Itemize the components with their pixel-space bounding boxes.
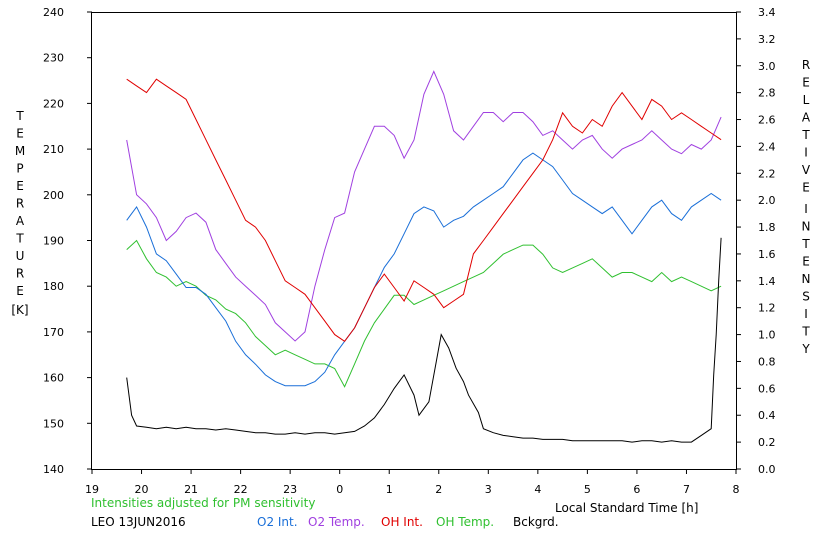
left-axis-title-letter: E: [16, 179, 24, 193]
right-tick-label: 1.0: [758, 329, 776, 342]
station-date: LEO 13JUN2016: [91, 515, 186, 529]
x-tick-label: 20: [135, 483, 149, 496]
right-tick-label: 3.0: [758, 60, 776, 73]
right-axis-title-letter: E: [802, 76, 810, 90]
series-line-o2-temp: [126, 70, 722, 342]
x-axis-title: Local Standard Time [h]: [555, 501, 698, 515]
x-tick-label: 23: [283, 483, 297, 496]
legend-item: O2 Temp.: [308, 515, 365, 529]
right-axis-title-letter: T: [801, 325, 810, 339]
right-axis-title-letter: N: [802, 220, 811, 234]
sensitivity-note: Intensities adjusted for PM sensitivity: [91, 496, 315, 510]
left-axis-title-letter: U: [16, 249, 25, 263]
left-tick-label: 180: [43, 280, 64, 293]
left-tick-label: 140: [43, 463, 64, 476]
left-axis-unit: [K]: [11, 303, 28, 317]
right-axis-title-letter: V: [802, 163, 811, 177]
legend-item: Bckgrd.: [513, 515, 559, 529]
x-tick-label: 3: [485, 483, 492, 496]
right-tick-label: 1.6: [758, 248, 776, 261]
right-tick-label: 3.4: [758, 6, 776, 19]
legend-item: OH Temp.: [436, 515, 494, 529]
left-axis: 140 150 160 170 180 190 200 210 220 230 240: [43, 6, 92, 476]
right-axis-title-letter: I: [804, 307, 808, 321]
x-tick-label: 1: [386, 483, 393, 496]
left-axis-title-letter: E: [16, 284, 24, 298]
left-tick-label: 220: [43, 97, 64, 110]
left-axis-title-letter: A: [16, 214, 25, 228]
left-tick-label: 200: [43, 189, 64, 202]
right-tick-label: 3.2: [758, 33, 776, 46]
left-tick-label: 240: [43, 6, 64, 19]
series-layer: [126, 70, 722, 443]
right-axis-title-letter: N: [802, 272, 811, 286]
left-tick-label: 210: [43, 143, 64, 156]
left-axis-title-letter: E: [16, 127, 24, 141]
left-axis-title-letter: M: [15, 144, 25, 158]
right-tick-label: 2.4: [758, 140, 776, 153]
right-tick-label: 1.2: [758, 302, 776, 315]
x-tick-label: 4: [534, 483, 541, 496]
left-axis-title-letter: T: [15, 109, 24, 123]
x-tick-label: 22: [234, 483, 248, 496]
left-tick-label: 150: [43, 417, 64, 430]
left-tick-label: 190: [43, 235, 64, 248]
legend-item: OH Int.: [381, 515, 423, 529]
x-axis: 19 20 21 22 23 0 1 2 3 4 5 6 7 8: [85, 469, 740, 496]
right-axis-title-letter: Y: [801, 342, 810, 356]
x-tick-label: 7: [683, 483, 690, 496]
x-tick-label: 0: [336, 483, 343, 496]
plot-frame: [91, 12, 737, 470]
x-tick-label: 5: [584, 483, 591, 496]
right-axis-title-letter: T: [801, 237, 810, 251]
right-axis-title-letter: I: [804, 146, 808, 160]
right-tick-label: 1.8: [758, 221, 776, 234]
series-line-bckgrd: [126, 237, 722, 443]
right-axis-title-letter: T: [801, 128, 810, 142]
right-axis-title-letter: E: [802, 181, 810, 195]
right-tick-label: 2.2: [758, 167, 776, 180]
x-tick-label: 21: [184, 483, 198, 496]
right-tick-label: 2.0: [758, 194, 776, 207]
right-tick-label: 2.8: [758, 87, 776, 100]
left-axis-title-letter: T: [15, 232, 24, 246]
left-tick-label: 160: [43, 372, 64, 385]
right-axis-title-letter: E: [802, 255, 810, 269]
left-tick-label: 170: [43, 326, 64, 339]
x-tick-label: 2: [435, 483, 442, 496]
legend-item: O2 Int.: [257, 515, 298, 529]
right-axis: 0.0 0.2 0.4 0.6 0.8 1.0 1.2 1.4 1.6 1.8 2.0 2.2 2.4 2…: [736, 6, 776, 476]
right-axis-title-letter: A: [802, 111, 811, 125]
x-tick-label: 6: [633, 483, 640, 496]
right-axis-title-letter: S: [802, 290, 810, 304]
series-line-o2-int: [126, 152, 722, 387]
series-line-oh-int: [126, 78, 722, 342]
right-tick-label: 0.4: [758, 409, 776, 422]
right-tick-label: 0.8: [758, 355, 776, 368]
right-axis-title-letter: R: [802, 58, 810, 72]
right-tick-label: 0.2: [758, 436, 776, 449]
right-tick-label: 0.6: [758, 382, 776, 395]
x-tick-label: 19: [85, 483, 99, 496]
right-tick-label: 2.6: [758, 114, 776, 127]
x-tick-label: 8: [733, 483, 740, 496]
left-axis-title-letter: R: [16, 267, 24, 281]
right-tick-label: 1.4: [758, 275, 776, 288]
left-axis-title-letter: R: [16, 197, 24, 211]
right-axis-title-letter: L: [803, 93, 810, 107]
left-tick-label: 230: [43, 52, 64, 65]
right-tick-label: 0.0: [758, 463, 776, 476]
left-axis-title-letter: P: [16, 162, 23, 176]
series-line-oh-temp: [126, 239, 722, 388]
right-axis-title-letter: I: [804, 202, 808, 216]
legend: O2 Int. O2 Temp. OH Int. OH Temp. Bckgrd.: [257, 515, 559, 529]
